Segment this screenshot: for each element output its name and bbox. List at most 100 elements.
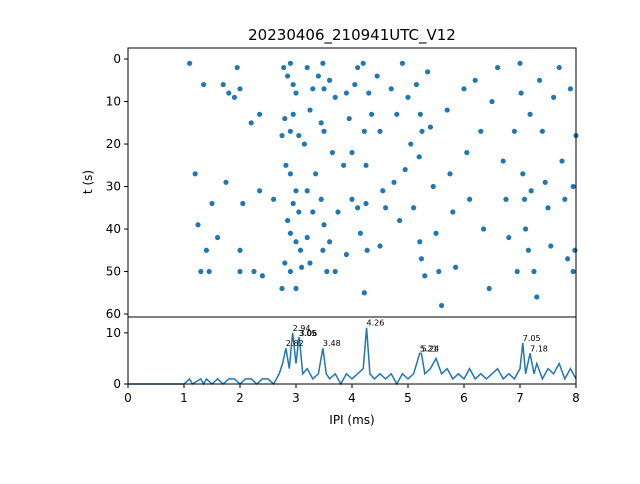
- point: [318, 196, 324, 202]
- point: [489, 98, 495, 105]
- point: [388, 86, 394, 92]
- x-tick-label: 6: [460, 391, 468, 405]
- point: [511, 128, 517, 134]
- x-tick-label: 7: [516, 391, 524, 405]
- point: [417, 239, 423, 245]
- point: [360, 60, 366, 66]
- point: [282, 260, 288, 266]
- point: [500, 158, 506, 164]
- point: [281, 64, 287, 71]
- point: [237, 86, 243, 92]
- point: [304, 188, 310, 194]
- point: [271, 196, 277, 202]
- y-axis-label: t (s): [81, 170, 95, 194]
- point: [481, 226, 487, 232]
- point: [332, 268, 338, 275]
- point: [310, 209, 316, 215]
- point: [369, 111, 375, 117]
- y-tick-label: 50: [106, 265, 121, 279]
- point: [570, 183, 576, 190]
- point: [355, 64, 361, 71]
- x-tick-label: 1: [180, 391, 188, 405]
- point: [570, 268, 576, 275]
- point: [425, 69, 431, 75]
- point: [363, 200, 369, 207]
- point: [383, 205, 389, 211]
- point: [464, 149, 470, 156]
- point: [248, 120, 254, 126]
- point: [240, 200, 246, 207]
- point: [377, 243, 383, 249]
- y-tick-label: 0: [113, 52, 121, 66]
- point: [206, 268, 212, 275]
- point: [257, 188, 263, 194]
- point: [364, 247, 370, 253]
- point: [329, 149, 335, 156]
- point: [279, 132, 285, 139]
- x-tick-label: 5: [404, 391, 412, 405]
- point: [572, 247, 578, 253]
- point: [215, 234, 221, 241]
- point: [551, 94, 557, 100]
- point: [318, 120, 324, 126]
- point: [539, 128, 546, 134]
- point: [297, 247, 304, 253]
- point: [304, 64, 310, 71]
- point: [467, 196, 473, 202]
- point: [545, 205, 551, 211]
- point: [257, 111, 263, 117]
- point: [343, 90, 349, 96]
- point: [548, 243, 554, 249]
- point: [534, 294, 540, 300]
- point: [527, 111, 533, 117]
- peak-label: 4.26: [367, 319, 385, 328]
- x-tick-label: 8: [572, 391, 580, 405]
- point: [237, 247, 243, 253]
- point: [195, 222, 201, 228]
- point: [397, 217, 403, 224]
- point: [433, 230, 439, 236]
- point: [531, 268, 537, 275]
- point: [537, 77, 543, 83]
- point: [380, 188, 386, 194]
- point: [290, 111, 296, 117]
- peak-label: 2.82: [286, 339, 304, 348]
- point: [320, 247, 326, 253]
- point: [559, 158, 565, 164]
- point: [223, 179, 229, 185]
- peak-label: 3.05: [299, 329, 317, 338]
- x-tick-label: 4: [348, 391, 356, 405]
- point: [293, 188, 299, 194]
- point: [198, 268, 204, 275]
- point: [327, 77, 333, 83]
- point: [357, 230, 363, 236]
- point: [321, 128, 327, 134]
- point: [310, 86, 316, 92]
- point: [259, 273, 265, 279]
- point: [321, 86, 327, 92]
- point: [447, 171, 453, 177]
- point: [503, 196, 509, 202]
- point: [352, 81, 358, 88]
- point: [324, 268, 330, 275]
- peak-label: 5.24: [421, 344, 439, 353]
- point: [283, 162, 289, 168]
- peak-label: 3.06: [299, 329, 317, 338]
- point: [285, 73, 291, 79]
- point: [523, 226, 529, 232]
- point: [361, 128, 367, 134]
- point: [506, 234, 512, 241]
- point: [285, 217, 291, 224]
- point: [525, 247, 532, 253]
- point: [411, 205, 417, 211]
- point: [361, 290, 367, 296]
- point: [234, 64, 240, 71]
- point: [450, 209, 456, 215]
- point: [335, 209, 341, 215]
- point: [416, 154, 422, 160]
- point: [287, 171, 293, 177]
- point: [453, 264, 459, 270]
- point: [201, 81, 207, 88]
